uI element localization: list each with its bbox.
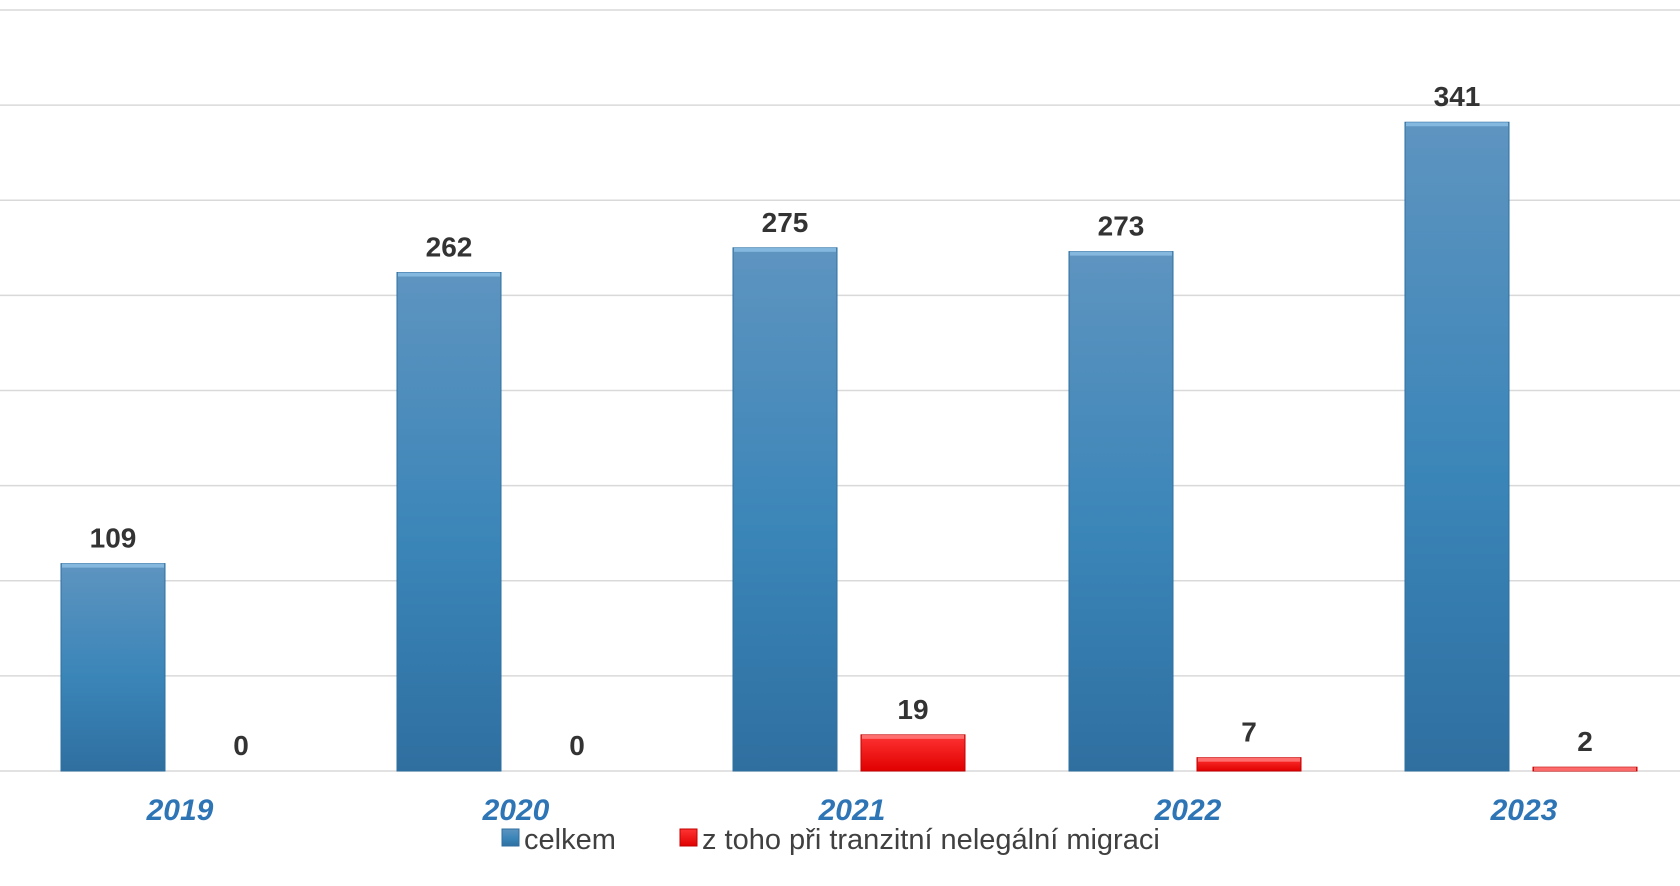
value-label-celkem-2019: 109 [90, 523, 137, 554]
legend: celkem z toho při tranzitní nelegální mi… [501, 824, 1160, 856]
value-label-tranzit-2021: 19 [897, 694, 928, 725]
legend-swatch-celkem [501, 828, 520, 847]
x-tick-label-2019: 2019 [146, 794, 214, 827]
bar-celkem-2022 [1068, 251, 1174, 772]
x-tick-label-2023: 2023 [1490, 794, 1558, 827]
bar-celkem-2023 [1404, 121, 1510, 772]
legend-label-celkem: celkem [524, 824, 616, 856]
value-label-celkem-2021: 275 [762, 207, 809, 238]
gridlines [0, 9, 1680, 772]
value-label-tranzit-2019: 0 [233, 730, 249, 761]
x-tick-label-2022: 2022 [1154, 794, 1222, 827]
bar-bevel [734, 247, 836, 252]
value-label-celkem-2022: 273 [1098, 211, 1145, 242]
legend-label-tranzit: z toho při tranzitní nelegální migraci [702, 824, 1160, 856]
x-tick-label-2020: 2020 [482, 794, 550, 827]
bar-bevel [398, 272, 500, 277]
x-axis-labels: 2019 2020 2021 2022 2023 [146, 794, 1558, 827]
value-label-tranzit-2023: 2 [1577, 726, 1593, 757]
bars [60, 121, 1638, 772]
value-label-celkem-2023: 341 [1434, 81, 1481, 112]
bar-bevel [62, 563, 164, 568]
bar-celkem-2021 [732, 247, 838, 772]
bar-celkem-2019 [60, 563, 166, 772]
bar-bevel [1198, 757, 1300, 762]
value-labels: 109 0 262 0 275 19 273 7 341 2 [90, 81, 1593, 761]
legend-swatch-tranzit [679, 828, 698, 847]
bar-bevel [1534, 767, 1636, 771]
x-tick-label-2021: 2021 [818, 794, 886, 827]
value-label-celkem-2020: 262 [426, 232, 473, 263]
bar-bevel [1406, 122, 1508, 127]
bar-bevel [1070, 251, 1172, 256]
value-label-tranzit-2020: 0 [569, 730, 585, 761]
bar-bevel [862, 734, 964, 739]
bar-celkem-2020 [396, 272, 502, 772]
bar-tranzit-2021 [860, 734, 966, 772]
value-label-tranzit-2022: 7 [1241, 717, 1257, 748]
